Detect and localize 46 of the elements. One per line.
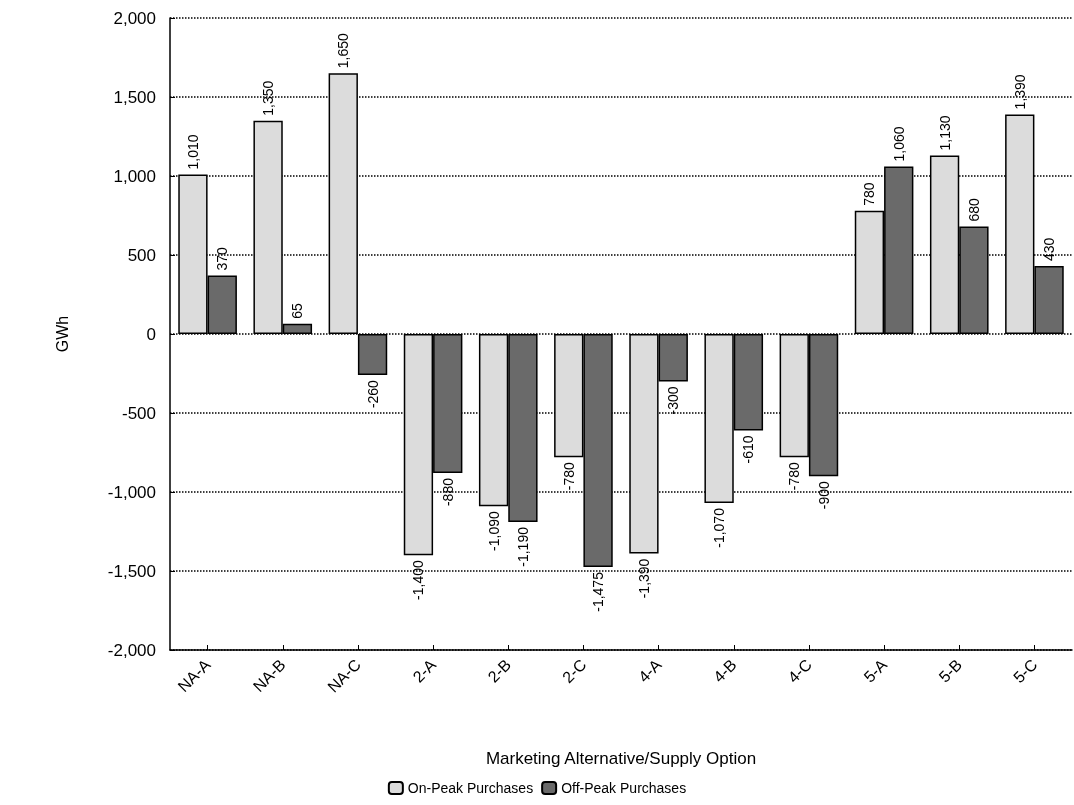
x-axis-title: Marketing Alternative/Supply Option bbox=[485, 749, 757, 768]
y-tick-label: -1,500 bbox=[107, 561, 156, 581]
y-tick-label: 1,000 bbox=[113, 166, 156, 186]
data-label: -300 bbox=[665, 386, 682, 415]
data-label: -1,070 bbox=[711, 507, 728, 548]
data-label: -880 bbox=[439, 477, 456, 507]
y-tick-label: 0 bbox=[146, 324, 156, 344]
legend-label: On-Peak Purchases bbox=[407, 780, 534, 796]
x-tick-label: 2-C bbox=[559, 655, 590, 687]
data-label: 1,650 bbox=[335, 33, 352, 69]
y-tick-label: -1,000 bbox=[107, 482, 156, 502]
x-tick-label: 5-B bbox=[935, 655, 966, 686]
data-label: -1,190 bbox=[514, 526, 531, 567]
x-tick-label: 2-B bbox=[484, 655, 515, 686]
data-label: 1,010 bbox=[184, 134, 201, 170]
x-tick-label: 4-B bbox=[710, 655, 740, 686]
y-axis-title: GWh bbox=[53, 315, 71, 353]
data-label: 780 bbox=[861, 182, 878, 206]
data-label: -1,090 bbox=[485, 511, 502, 551]
y-tick-label: 500 bbox=[127, 245, 156, 265]
data-label: 65 bbox=[289, 302, 306, 319]
data-label: -610 bbox=[740, 435, 757, 464]
data-label: -900 bbox=[815, 481, 832, 510]
data-label: 1,130 bbox=[936, 115, 953, 151]
data-label: 430 bbox=[1041, 237, 1058, 262]
y-tick-label: -2,000 bbox=[107, 640, 156, 660]
legend-label: Off-Peak Purchases bbox=[561, 780, 687, 796]
data-label: 1,350 bbox=[260, 80, 277, 116]
data-label: 1,390 bbox=[1011, 74, 1028, 110]
x-tick-label: 5-A bbox=[860, 655, 891, 686]
data-label: -260 bbox=[364, 379, 381, 409]
data-label: -780 bbox=[786, 462, 803, 491]
data-label: -1,400 bbox=[410, 559, 427, 600]
x-tick-label: 4-C bbox=[784, 655, 815, 687]
data-label: 680 bbox=[965, 197, 982, 222]
data-label: 1,060 bbox=[890, 126, 907, 162]
x-tick-label: 5-C bbox=[1010, 655, 1041, 687]
data-label: -1,390 bbox=[635, 558, 652, 599]
x-tick-label: 2-A bbox=[409, 655, 440, 686]
x-tick-label: 4-A bbox=[634, 655, 665, 686]
data-label: 370 bbox=[214, 246, 231, 271]
data-label: -780 bbox=[560, 462, 577, 491]
y-tick-label: 1,500 bbox=[113, 87, 156, 107]
data-label: -1,475 bbox=[590, 571, 607, 612]
y-tick-label: -500 bbox=[121, 403, 156, 423]
y-tick-label: 2,000 bbox=[113, 8, 156, 28]
